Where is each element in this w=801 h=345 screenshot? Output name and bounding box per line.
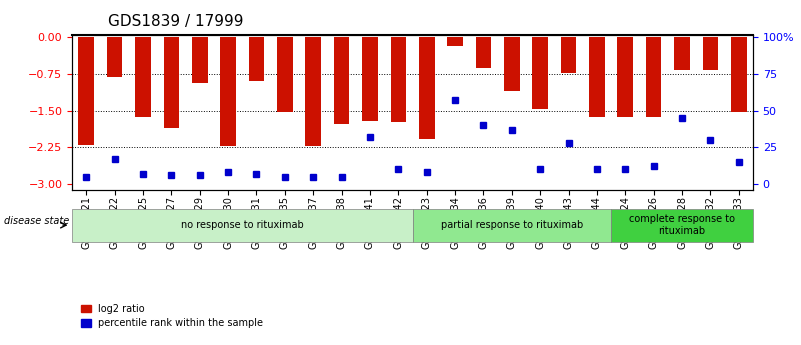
- Bar: [248, 37, 264, 81]
- Bar: [78, 37, 94, 145]
- Bar: [589, 37, 605, 117]
- Bar: [646, 37, 662, 117]
- Bar: [107, 37, 123, 78]
- Bar: [504, 37, 520, 91]
- Bar: [334, 37, 349, 124]
- Bar: [702, 37, 718, 70]
- Bar: [192, 37, 207, 83]
- Bar: [419, 37, 434, 139]
- Legend: log2 ratio, percentile rank within the sample: log2 ratio, percentile rank within the s…: [77, 300, 268, 332]
- Text: no response to rituximab: no response to rituximab: [181, 220, 304, 230]
- Bar: [476, 37, 491, 68]
- Bar: [163, 37, 179, 128]
- Bar: [533, 37, 548, 109]
- Bar: [305, 37, 321, 146]
- Bar: [135, 37, 151, 117]
- Text: partial response to rituximab: partial response to rituximab: [441, 220, 583, 230]
- Bar: [391, 37, 406, 122]
- Bar: [447, 37, 463, 46]
- Bar: [674, 37, 690, 70]
- Bar: [220, 37, 236, 146]
- Bar: [731, 37, 747, 112]
- Bar: [618, 37, 633, 117]
- Text: GDS1839 / 17999: GDS1839 / 17999: [108, 14, 244, 29]
- Bar: [561, 37, 577, 72]
- Text: disease state: disease state: [4, 216, 69, 226]
- Bar: [362, 37, 378, 121]
- Text: complete response to
rituximab: complete response to rituximab: [629, 214, 735, 236]
- Bar: [277, 37, 292, 112]
